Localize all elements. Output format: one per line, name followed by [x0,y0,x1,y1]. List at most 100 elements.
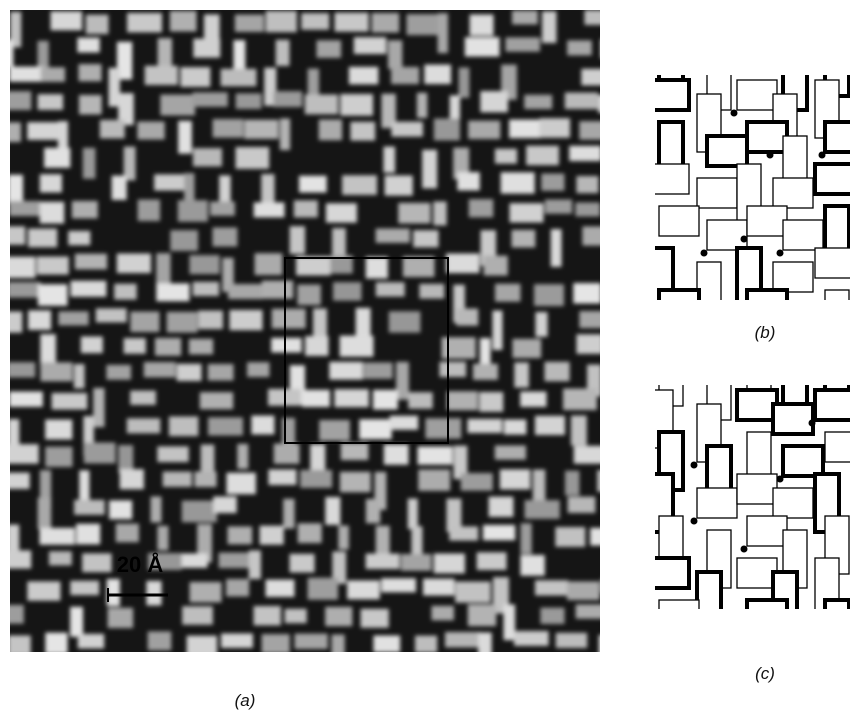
texture-block [391,122,423,137]
texture-block [534,284,564,306]
texture-block [331,634,344,670]
panel-label: (b) [755,323,776,342]
texture-block [601,39,629,58]
dot [691,630,698,637]
texture-block [326,203,357,222]
texture-block [422,150,437,189]
texture-block [419,284,444,299]
texture-block [114,284,137,300]
texture-block [319,120,342,141]
schematic-c [643,348,850,672]
texture-block [338,526,349,550]
texture-block [93,661,120,676]
texture-block [465,37,500,56]
tile [773,178,813,208]
texture-block [124,338,146,354]
tile [697,572,721,630]
texture-block [329,362,363,380]
texture-block [456,309,478,326]
texture-block [2,257,35,278]
texture-block [8,175,23,204]
texture-block [0,473,30,489]
texture-block [251,416,274,435]
texture-block [9,391,43,406]
texture-block [468,121,500,139]
texture-block [154,174,188,190]
texture-block [461,473,493,491]
texture-block [38,284,68,306]
texture-block [366,554,400,569]
texture-block [551,229,562,267]
texture-block [491,660,524,677]
texture-block [189,255,219,274]
texture-block [226,473,255,495]
texture-block [316,40,341,58]
texture-block [438,13,448,53]
texture-block [403,256,435,277]
texture-block [182,553,208,567]
texture-block [300,470,332,488]
texture-block [144,362,176,377]
texture-block [520,392,546,407]
texture-block [298,523,322,543]
texture-block [78,634,104,649]
texture-block [137,122,164,140]
texture-block [604,659,635,678]
texture-block [366,499,380,523]
texture-block [146,581,161,606]
texture-block [342,175,377,195]
tile [707,136,747,166]
texture-block [535,580,568,595]
tile [825,290,849,348]
texture-block [9,201,40,216]
texture-block [268,469,296,485]
texture-block [469,199,494,217]
texture-block [447,391,478,410]
texture-block [417,446,452,464]
tile [825,600,849,658]
texture-block [71,281,107,297]
texture-block [389,311,421,332]
texture-block [581,69,605,86]
tile [825,122,850,152]
texture-block [93,388,104,427]
texture-block [68,231,90,245]
dot [701,250,708,257]
texture-block [182,606,213,625]
texture-block [77,38,99,53]
texture-block [7,525,19,552]
texture-block [213,119,244,138]
dot [809,420,816,427]
texture-block [305,95,338,115]
texture-block [571,416,587,446]
tile [783,446,823,476]
texture-block [177,364,202,381]
texture-block [535,312,547,337]
texture-block [500,469,531,489]
texture-block [301,13,329,30]
texture-block [520,555,544,576]
texture-block [96,308,127,322]
texture-block [83,148,96,179]
texture-block [275,663,306,685]
texture-block [484,256,508,276]
texture-block [266,11,297,32]
texture-block [212,227,237,246]
figure: 20 Å (a) (b) (c) [0,0,850,718]
texture-block [450,95,460,119]
tile [747,38,787,68]
texture-block [39,528,74,545]
texture-block [308,578,338,600]
texture-block [407,14,440,35]
dot [653,630,660,637]
texture-block [565,471,579,496]
texture-block [49,551,72,565]
texture-block [341,443,369,460]
texture-block [417,93,427,118]
dot [777,250,784,257]
texture-block [79,95,102,115]
texture-block [5,550,31,568]
texture-block [148,631,172,650]
texture-block [273,91,302,107]
tile [659,290,699,320]
